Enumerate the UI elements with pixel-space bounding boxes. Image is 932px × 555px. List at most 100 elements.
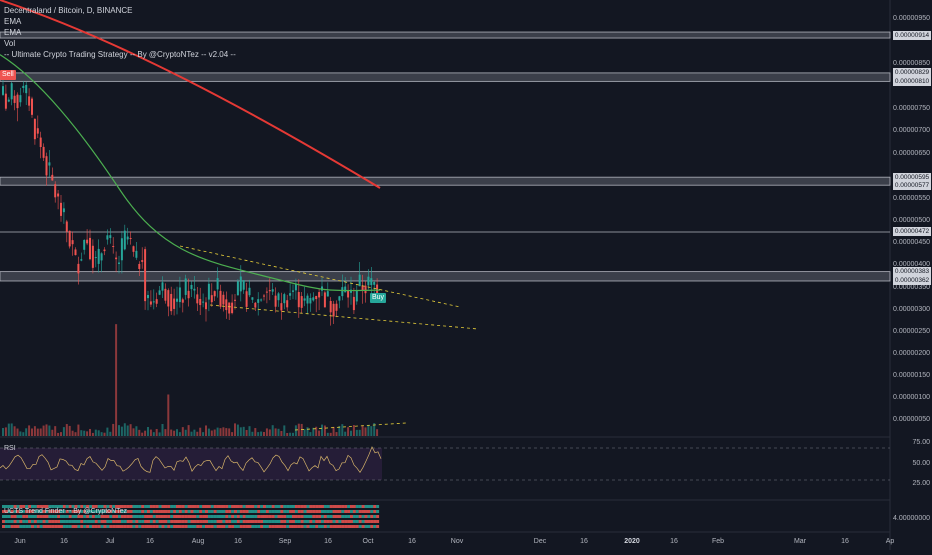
volume-bar: [141, 432, 144, 436]
trend-cell: [103, 505, 107, 508]
price-level-badge: 0.00000914: [893, 30, 931, 40]
trend-cell: [332, 505, 336, 508]
volume-bar: [132, 428, 135, 436]
trend-cell: [86, 525, 90, 528]
trend-cell: [89, 520, 92, 523]
trend-cell: [48, 520, 52, 523]
trend-cell: [71, 515, 75, 518]
trend-finder-pane-label[interactable]: UCTS Trend Finder -- By @CryptoNTez: [4, 508, 128, 515]
trend-cell: [312, 505, 316, 508]
candle-body: [77, 263, 80, 274]
trend-cell: [260, 510, 264, 513]
trend-cell: [231, 505, 235, 508]
trend-cell: [318, 520, 322, 523]
trend-cell: [326, 520, 330, 523]
trend-cell: [326, 515, 330, 518]
ema-indicator-label[interactable]: EMA: [4, 28, 22, 37]
trend-cell: [152, 525, 156, 528]
trend-cell: [207, 505, 211, 508]
trend-cell: [77, 505, 81, 508]
trend-cell: [33, 510, 37, 513]
volume-bar: [4, 427, 7, 436]
trend-cell: [170, 510, 174, 513]
trend-cell: [138, 505, 142, 508]
trend-cell: [109, 510, 113, 513]
trend-cell: [222, 510, 226, 513]
volume-bar: [135, 426, 138, 436]
trend-cell: [289, 520, 293, 523]
trend-cell: [77, 515, 81, 518]
candle-body: [265, 291, 268, 293]
trend-cell: [65, 505, 69, 508]
trend-cell: [141, 525, 145, 528]
trend-cell: [309, 505, 313, 508]
trend-cell: [251, 510, 255, 513]
trend-cell: [242, 515, 246, 518]
trend-cell: [141, 520, 145, 523]
trend-cell: [326, 505, 330, 508]
trend-cell: [303, 525, 307, 528]
trendline: [209, 304, 479, 330]
volume-bar: [207, 428, 210, 436]
candle-body: [332, 303, 335, 317]
trend-cell: [178, 525, 182, 528]
volume-bar: [71, 430, 74, 436]
rsi-pane-label[interactable]: RSI: [4, 445, 16, 452]
trend-cell: [83, 505, 87, 508]
trend-cell: [22, 510, 26, 513]
trend-cell: [80, 505, 84, 508]
trend-cell: [315, 525, 319, 528]
trend-cell: [332, 510, 336, 513]
ema-indicator-label[interactable]: EMA: [4, 17, 22, 26]
trend-cell: [294, 510, 298, 513]
trend-cell: [118, 505, 121, 508]
trend-cell: [257, 505, 261, 508]
strategy-indicator-label[interactable]: -- Ultimate Crypto Trading Strategy -- B…: [4, 50, 236, 59]
trend-cell: [31, 505, 34, 508]
trend-cell: [271, 510, 275, 513]
candle-body: [344, 286, 347, 293]
trend-cell: [213, 515, 217, 518]
volume-indicator-label[interactable]: Vol: [4, 39, 16, 48]
trend-cell: [292, 510, 295, 513]
trend-cell: [228, 510, 232, 513]
volume-bar: [338, 425, 341, 436]
trend-cell: [289, 505, 293, 508]
volume-bar: [89, 428, 91, 436]
trend-cell: [167, 515, 171, 518]
trend-cell: [173, 515, 177, 518]
trend-cell: [51, 515, 55, 518]
volume-bar: [39, 428, 42, 436]
candle-body: [135, 250, 138, 258]
trend-cell: [170, 525, 174, 528]
price-axis-tick: 0.00000500: [893, 217, 930, 224]
trend-cell: [173, 510, 177, 513]
candle-body: [120, 238, 123, 261]
trend-cell: [10, 515, 14, 518]
rsi-line: [0, 446, 382, 473]
candle-body: [42, 146, 45, 158]
candle-body: [367, 276, 370, 286]
trend-cell: [181, 510, 185, 513]
trend-cell: [129, 525, 133, 528]
trend-cell: [260, 515, 264, 518]
time-axis-tick: 16: [234, 538, 242, 545]
trend-cell: [205, 520, 208, 523]
trend-cell: [199, 505, 203, 508]
trend-cell: [68, 515, 72, 518]
trend-cell: [115, 505, 119, 508]
volume-bar: [149, 429, 152, 436]
trend-cell: [265, 520, 269, 523]
volume-bar: [31, 428, 33, 436]
trend-cell: [28, 525, 32, 528]
candle-body: [115, 257, 118, 260]
trend-cell: [149, 520, 153, 523]
trend-cell: [239, 525, 243, 528]
trend-cell: [31, 510, 34, 513]
trend-cell: [309, 520, 313, 523]
trend-cell: [248, 520, 252, 523]
candle-body: [196, 294, 199, 304]
trend-cell: [97, 525, 101, 528]
